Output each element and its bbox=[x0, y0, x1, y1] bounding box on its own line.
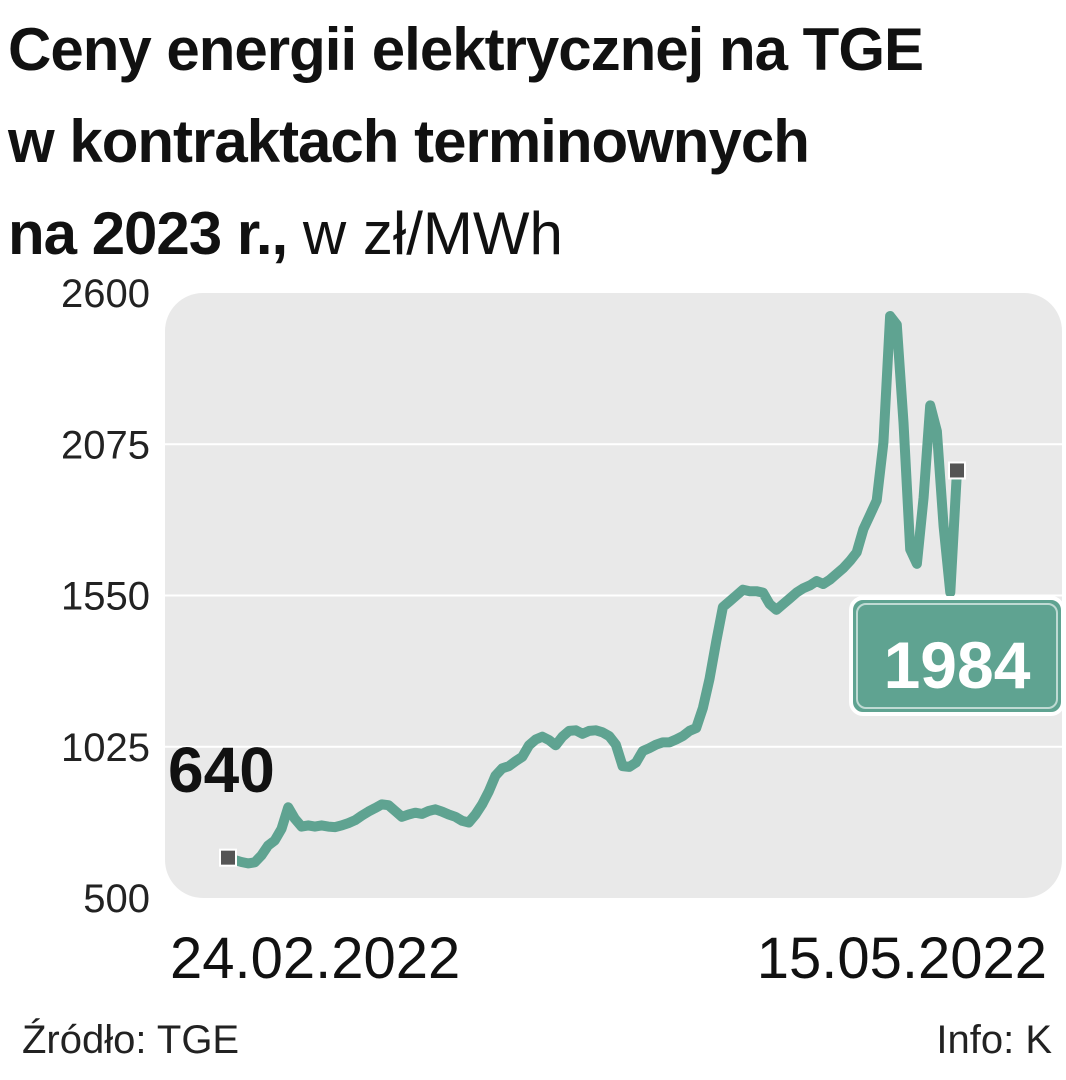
y-tick-label: 2600 bbox=[61, 272, 150, 316]
y-tick-label: 1550 bbox=[61, 575, 150, 619]
x-tick-label: 24.02.2022 bbox=[170, 926, 460, 990]
end-marker bbox=[948, 461, 966, 480]
x-axis-labels: 24.02.2022 15.05.2022 bbox=[170, 926, 1047, 990]
y-tick-label: 500 bbox=[83, 877, 150, 921]
x-tick-label: 15.05.2022 bbox=[757, 926, 1047, 990]
unit-label: w zł/MWh bbox=[302, 200, 563, 267]
start-marker bbox=[219, 848, 237, 867]
end-value-label: 1984 bbox=[884, 628, 1031, 702]
title-line-2: w kontraktach terminownych bbox=[8, 108, 810, 175]
y-axis-labels: 2600 2075 1550 1025 500 bbox=[61, 272, 150, 921]
end-value-callout: 1984 bbox=[849, 596, 1065, 716]
title-line-3: na 2023 r., bbox=[8, 200, 288, 267]
end-value-box-outline bbox=[856, 603, 1058, 709]
y-tick-label: 1025 bbox=[61, 726, 150, 770]
source-label: Źródło: TGE bbox=[22, 1018, 240, 1062]
series-line bbox=[223, 311, 962, 869]
title-line-1: Ceny energii elektrycznej na TGE bbox=[8, 16, 924, 83]
end-value-box bbox=[849, 596, 1065, 716]
y-tick-label: 2075 bbox=[61, 423, 150, 467]
chart-title: Ceny energii elektrycznej na TGE w kontr… bbox=[8, 4, 1048, 280]
line-chart: 2600 2075 1550 1025 500 640 1984 24.02.2… bbox=[61, 272, 1065, 990]
info-label: Info: K bbox=[936, 1018, 1052, 1062]
start-value-label: 640 bbox=[168, 734, 275, 806]
